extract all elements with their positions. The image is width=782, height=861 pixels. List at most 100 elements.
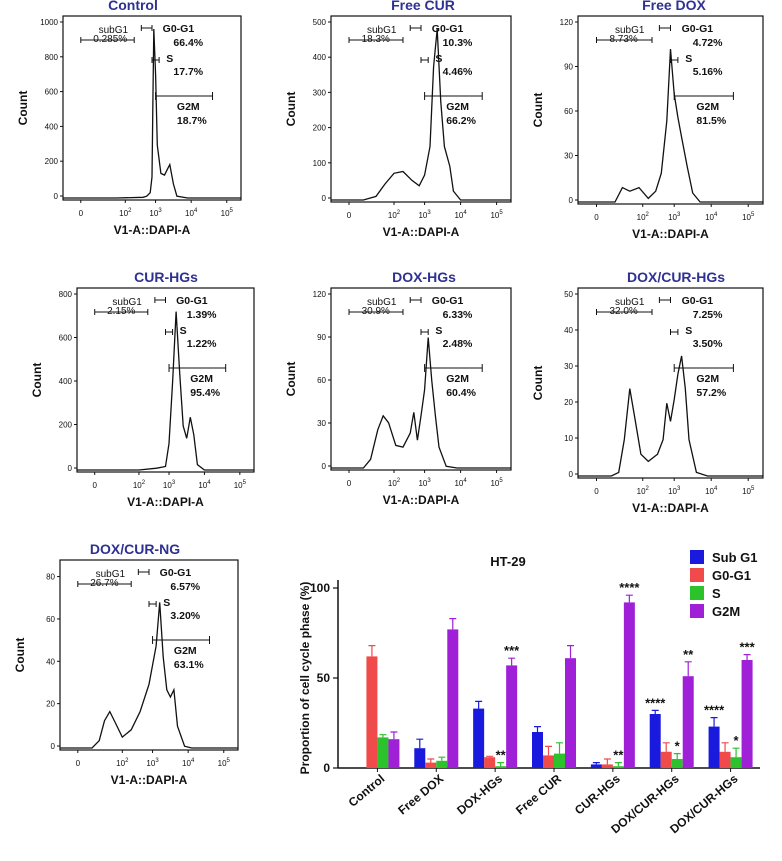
subg1-label: subG1 bbox=[367, 297, 397, 308]
bar-s bbox=[377, 737, 389, 768]
bar-g0-g1 bbox=[719, 751, 731, 768]
significance-label: ** bbox=[613, 748, 624, 763]
legend-swatch bbox=[690, 604, 704, 618]
histogram-panel-control: Control 0 200 400 600 800 1000 0 102 103 104 105 V1-… bbox=[16, 0, 242, 237]
x-tick-label: DOX-HGs bbox=[454, 771, 505, 817]
bar-g0-g1 bbox=[601, 764, 613, 768]
x-tick-label: 102 bbox=[388, 478, 401, 488]
error-bar bbox=[614, 762, 622, 767]
x-tick-label: CUR-HGs bbox=[572, 771, 623, 817]
y-tick-label: 100 bbox=[313, 159, 327, 168]
significance-label: ** bbox=[496, 748, 507, 763]
y-axis-label: Count bbox=[531, 93, 545, 128]
g2m-value: 57.2% bbox=[696, 387, 726, 399]
bar-sub-g1 bbox=[590, 764, 602, 768]
x-tick-label: 0 bbox=[594, 213, 599, 222]
y-tick-label: 0 bbox=[68, 464, 73, 473]
s-gate bbox=[670, 329, 679, 335]
y-tick-label: 300 bbox=[313, 88, 327, 97]
x-axis-label: V1-A::DAPI-A bbox=[127, 495, 204, 509]
x-tick-label: 102 bbox=[637, 212, 650, 222]
subg1-value: 18.3% bbox=[362, 34, 390, 45]
subg1-value: 30.9% bbox=[362, 306, 390, 317]
g2m-value: 66.2% bbox=[446, 115, 476, 127]
bar-s bbox=[730, 757, 742, 768]
bar-sub-g1 bbox=[473, 708, 485, 768]
y-tick-label: 0 bbox=[322, 194, 327, 203]
y-tick-label: 800 bbox=[59, 290, 73, 299]
y-tick-label: 600 bbox=[45, 88, 59, 97]
g2m-label: G2M bbox=[446, 101, 469, 113]
g2m-value: 60.4% bbox=[446, 387, 476, 399]
g0g1-gate bbox=[137, 569, 150, 575]
error-bar bbox=[508, 657, 516, 666]
g0g1-value: 1.39% bbox=[187, 309, 217, 321]
y-tick-label: 0 bbox=[323, 761, 330, 775]
g0g1-gate bbox=[140, 25, 153, 31]
x-axis-label: V1-A::DAPI-A bbox=[632, 501, 709, 515]
x-tick-label: 102 bbox=[637, 486, 650, 496]
g0g1-label: G0-G1 bbox=[432, 23, 464, 35]
histogram-curve bbox=[578, 48, 763, 203]
histogram-title: CUR-HGs bbox=[134, 269, 198, 285]
y-tick-label: 40 bbox=[46, 657, 55, 666]
bar-g2m bbox=[682, 676, 694, 768]
histogram-curve bbox=[578, 355, 763, 477]
s-value: 4.46% bbox=[443, 66, 473, 78]
histogram-frame bbox=[577, 15, 764, 205]
bar-g0-g1 bbox=[366, 656, 378, 768]
y-tick-label: 100 bbox=[310, 581, 330, 595]
y-tick-label: 50 bbox=[317, 671, 331, 685]
g2m-label: G2M bbox=[174, 645, 197, 657]
bar-sub-g1 bbox=[414, 748, 426, 768]
y-tick-label: 30 bbox=[564, 362, 573, 371]
s-value: 17.7% bbox=[173, 66, 203, 78]
legend-swatch bbox=[690, 568, 704, 582]
g0g1-label: G0-G1 bbox=[160, 567, 192, 579]
y-tick-label: 600 bbox=[59, 334, 73, 343]
y-tick-label: 30 bbox=[317, 419, 326, 428]
bar-g0-g1 bbox=[543, 755, 554, 768]
x-tick-label: 102 bbox=[388, 210, 401, 220]
x-tick-label: 103 bbox=[149, 208, 162, 218]
g0g1-gate bbox=[409, 25, 422, 31]
g2m-value: 63.1% bbox=[174, 659, 204, 671]
histogram-title: DOX/CUR-HGs bbox=[627, 269, 725, 285]
histogram-frame bbox=[330, 15, 512, 203]
y-axis-label: Count bbox=[284, 92, 298, 127]
s-value: 3.20% bbox=[170, 610, 200, 622]
chart-title: HT-29 bbox=[490, 554, 525, 569]
subg1-value: 32.0% bbox=[609, 306, 637, 317]
error-bar bbox=[567, 645, 574, 659]
subg1-value: 8.73% bbox=[609, 34, 637, 45]
error-bar bbox=[662, 742, 670, 752]
x-tick-label: 105 bbox=[490, 478, 503, 488]
error-bar bbox=[368, 645, 376, 657]
g2m-gate bbox=[673, 364, 734, 372]
y-axis-label: Count bbox=[30, 363, 44, 398]
histogram-curve bbox=[331, 337, 511, 469]
x-tick-label: 103 bbox=[163, 480, 176, 490]
subg1-label: subG1 bbox=[112, 297, 142, 308]
g2m-gate bbox=[152, 636, 211, 644]
g0g1-value: 6.33% bbox=[443, 309, 473, 321]
bar-g2m bbox=[565, 658, 576, 768]
histogram-title: DOX-HGs bbox=[392, 269, 456, 285]
s-gate bbox=[420, 57, 429, 63]
y-tick-label: 500 bbox=[313, 18, 327, 27]
g0g1-value: 66.4% bbox=[173, 37, 203, 49]
y-tick-label: 120 bbox=[313, 290, 327, 299]
bar-g0-g1 bbox=[425, 762, 437, 768]
g2m-label: G2M bbox=[190, 373, 213, 385]
bar-s bbox=[554, 753, 565, 768]
y-tick-label: 20 bbox=[46, 700, 55, 709]
y-tick-label: 0 bbox=[569, 196, 574, 205]
subg1-gate bbox=[77, 581, 132, 587]
g0g1-label: G0-G1 bbox=[682, 23, 714, 35]
bar-s bbox=[495, 766, 507, 768]
histogram-title: DOX/CUR-NG bbox=[90, 541, 180, 557]
x-tick-label: 104 bbox=[705, 212, 718, 222]
s-label: S bbox=[685, 325, 692, 337]
s-label: S bbox=[435, 53, 442, 65]
